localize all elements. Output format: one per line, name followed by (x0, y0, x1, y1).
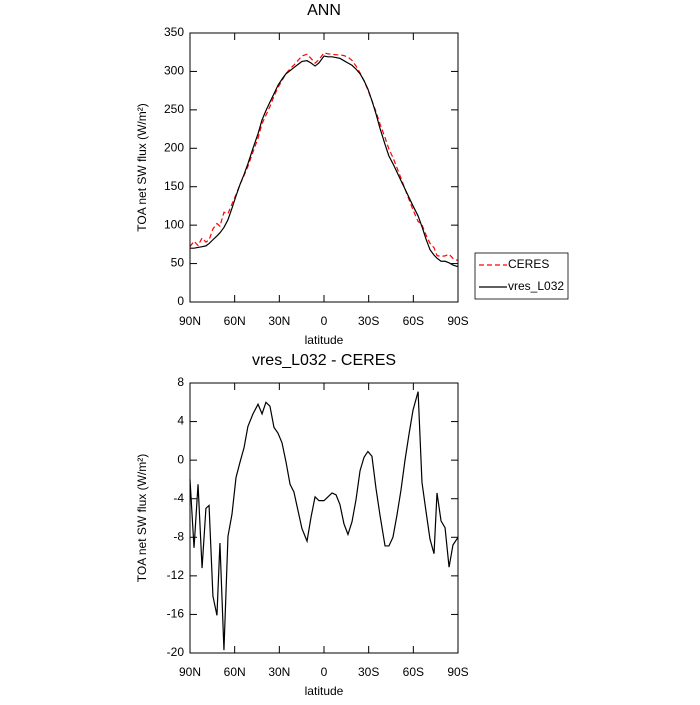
x-tick-label: 90S (447, 665, 468, 679)
x-axis-label: latitude (305, 333, 344, 347)
x-tick-label: 90S (447, 314, 468, 328)
y-tick-label: 50 (171, 256, 185, 270)
legend-label: CERES (508, 257, 549, 271)
y-tick-label: -16 (167, 607, 185, 621)
y-tick-label: -12 (167, 568, 185, 582)
x-tick-label: 30S (358, 314, 379, 328)
data-line (189, 52, 459, 262)
legend-label: vres_L032 (508, 279, 564, 293)
y-tick-label: 8 (177, 375, 184, 389)
y-tick-label: 150 (164, 179, 184, 193)
x-tick-label: 30S (358, 665, 379, 679)
data-line (190, 55, 459, 268)
plot-frame (189, 32, 459, 303)
chart-title: vres_L032 - CERES (252, 352, 396, 369)
y-tick-label: 100 (164, 217, 184, 231)
y-tick-label: -20 (167, 645, 185, 659)
y-tick-label: 200 (164, 140, 184, 154)
y-tick-label: 0 (177, 294, 184, 308)
x-tick-label: 0 (321, 314, 328, 328)
x-tick-label: 30N (268, 665, 290, 679)
y-tick-label: 300 (164, 64, 184, 78)
chart-title: ANN (307, 2, 341, 19)
x-tick-label: 60N (224, 665, 246, 679)
y-tick-label: 350 (164, 25, 184, 39)
y-axis-label: TOA net SW flux (W/m²) (135, 103, 149, 231)
x-tick-label: 90N (179, 665, 201, 679)
y-tick-label: 4 (177, 414, 184, 428)
x-axis-label: latitude (305, 684, 344, 698)
x-tick-label: 60S (403, 314, 424, 328)
y-tick-label: 0 (177, 452, 184, 466)
plot-frame (189, 382, 459, 654)
legend-box (474, 252, 569, 300)
y-axis-label: TOA net SW flux (W/m²) (135, 454, 149, 582)
x-tick-label: 30N (268, 314, 290, 328)
data-line (189, 391, 459, 651)
x-tick-label: 60N (224, 314, 246, 328)
x-tick-label: 0 (321, 665, 328, 679)
y-tick-label: 250 (164, 102, 184, 116)
y-tick-label: -4 (173, 491, 184, 505)
x-tick-label: 90N (179, 314, 201, 328)
y-tick-label: -8 (173, 529, 184, 543)
x-tick-label: 60S (403, 665, 424, 679)
